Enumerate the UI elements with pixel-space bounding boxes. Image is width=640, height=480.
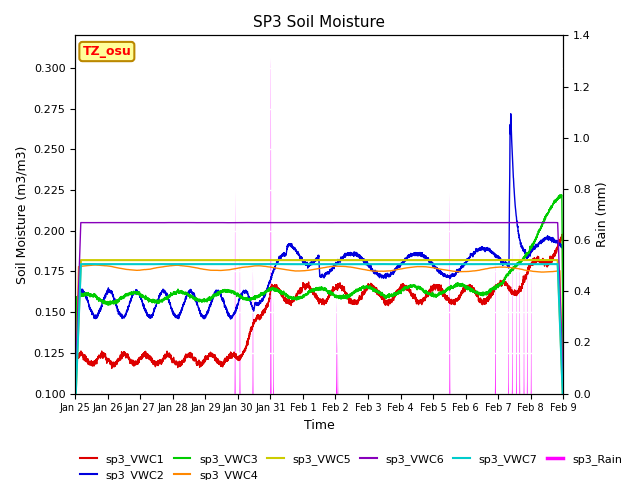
- sp3_VWC1: [401, 286, 409, 291]
- sp3_VWC4: [428, 264, 436, 270]
- Title: SP3 Soil Moisture: SP3 Soil Moisture: [253, 15, 385, 30]
- sp3_VWC7: [159, 261, 166, 267]
- sp3_VWC5: [559, 402, 567, 408]
- sp3_VWC4: [559, 406, 567, 411]
- sp3_VWC5: [559, 387, 566, 393]
- Line: sp3_VWC5: sp3_VWC5: [75, 260, 563, 408]
- sp3_VWC1: [559, 382, 567, 387]
- sp3_VWC2: [507, 111, 515, 117]
- sp3_VWC5: [428, 257, 436, 263]
- sp3_VWC1: [428, 286, 436, 291]
- sp3_VWC3: [456, 282, 463, 288]
- sp3_VWC5: [326, 257, 333, 263]
- Text: TZ_osu: TZ_osu: [83, 45, 131, 58]
- sp3_VWC2: [559, 243, 566, 249]
- sp3_VWC7: [71, 408, 79, 413]
- sp3_VWC3: [556, 192, 564, 198]
- Line: sp3_VWC2: sp3_VWC2: [75, 114, 563, 427]
- sp3_VWC6: [559, 367, 566, 372]
- sp3_VWC7: [456, 261, 463, 267]
- sp3_VWC5: [159, 257, 166, 263]
- sp3_VWC6: [261, 220, 269, 226]
- sp3_VWC3: [559, 292, 566, 298]
- Line: sp3_VWC4: sp3_VWC4: [75, 265, 563, 412]
- sp3_VWC5: [71, 406, 79, 411]
- sp3_VWC2: [559, 369, 567, 374]
- sp3_VWC7: [559, 405, 567, 410]
- sp3_VWC3: [401, 285, 409, 291]
- sp3_VWC7: [301, 261, 308, 267]
- sp3_VWC7: [428, 261, 436, 267]
- X-axis label: Time: Time: [304, 419, 335, 432]
- Y-axis label: Rain (mm): Rain (mm): [596, 181, 609, 247]
- sp3_VWC6: [301, 220, 308, 226]
- sp3_VWC3: [428, 292, 436, 298]
- sp3_VWC5: [456, 257, 463, 263]
- sp3_VWC7: [401, 261, 409, 267]
- sp3_VWC6: [401, 220, 409, 226]
- sp3_VWC5: [301, 257, 308, 263]
- sp3_VWC3: [159, 298, 166, 303]
- sp3_VWC5: [401, 257, 409, 263]
- sp3_VWC2: [159, 288, 166, 294]
- sp3_VWC1: [301, 282, 308, 288]
- sp3_VWC1: [559, 231, 566, 237]
- sp3_VWC2: [301, 258, 308, 264]
- Line: sp3_VWC7: sp3_VWC7: [75, 264, 563, 410]
- sp3_VWC2: [456, 266, 463, 272]
- sp3_VWC1: [159, 356, 166, 361]
- sp3_VWC4: [559, 382, 566, 388]
- sp3_VWC6: [559, 384, 567, 389]
- sp3_VWC4: [401, 265, 409, 271]
- sp3_VWC4: [456, 269, 463, 275]
- sp3_VWC4: [159, 264, 167, 270]
- sp3_VWC1: [456, 295, 463, 301]
- sp3_VWC3: [559, 366, 567, 372]
- Legend: sp3_VWC1, sp3_VWC2, sp3_VWC3, sp3_VWC4, sp3_VWC5, sp3_VWC6, sp3_VWC7, sp3_Rain: sp3_VWC1, sp3_VWC2, sp3_VWC3, sp3_VWC4, …: [76, 449, 627, 480]
- Line: sp3_VWC3: sp3_VWC3: [75, 195, 563, 422]
- sp3_VWC7: [272, 261, 280, 267]
- Y-axis label: Soil Moisture (m3/m3): Soil Moisture (m3/m3): [15, 145, 28, 284]
- sp3_VWC6: [71, 387, 79, 393]
- sp3_VWC3: [301, 292, 308, 298]
- sp3_VWC2: [401, 258, 409, 264]
- sp3_VWC4: [92, 262, 100, 268]
- sp3_VWC3: [71, 420, 79, 425]
- sp3_VWC6: [456, 220, 463, 226]
- sp3_VWC6: [428, 220, 436, 226]
- sp3_VWC7: [559, 390, 566, 396]
- sp3_VWC1: [559, 276, 566, 282]
- sp3_VWC4: [301, 268, 308, 274]
- sp3_VWC2: [428, 261, 436, 267]
- Line: sp3_VWC1: sp3_VWC1: [75, 234, 563, 453]
- sp3_VWC4: [71, 409, 79, 415]
- sp3_VWC1: [71, 450, 79, 456]
- sp3_VWC2: [71, 424, 79, 430]
- sp3_VWC6: [159, 220, 166, 226]
- Line: sp3_VWC6: sp3_VWC6: [75, 223, 563, 390]
